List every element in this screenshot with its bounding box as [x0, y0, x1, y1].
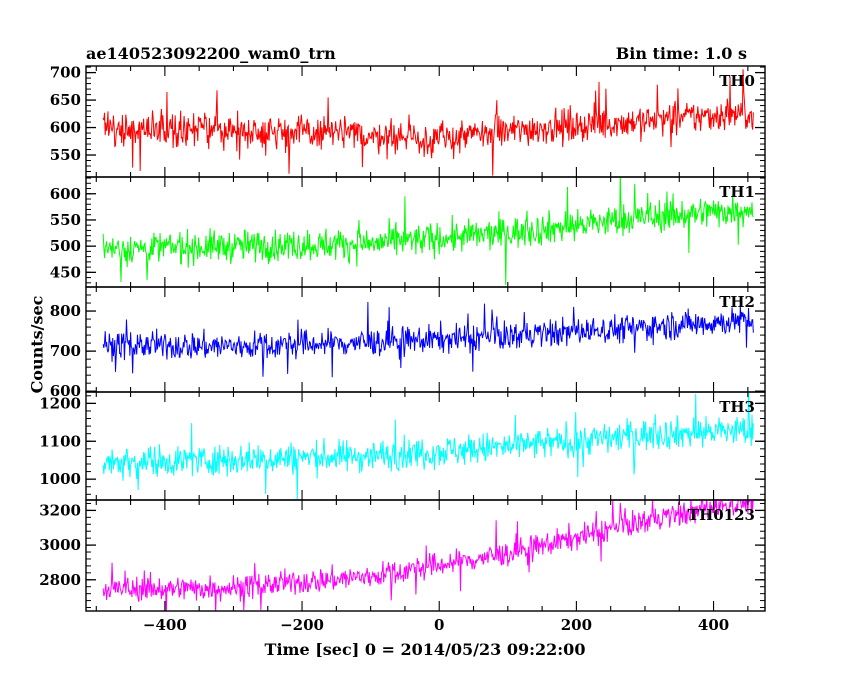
- y-tick-label-th0123: 3000: [39, 536, 81, 554]
- series-label-th0: TH0: [719, 72, 755, 90]
- y-tick-label-th0: 700: [50, 64, 81, 82]
- series-label-th1: TH1: [719, 183, 755, 201]
- y-tick-label-th1: 450: [50, 263, 81, 281]
- x-tick-label: 400: [698, 616, 729, 634]
- y-tick-label-th3: 1200: [39, 394, 81, 412]
- y-tick-label-th0123: 3200: [39, 501, 81, 519]
- series-trace-th0123: [102, 500, 754, 611]
- y-tick-label-th2: 600: [50, 382, 81, 400]
- x-tick-label: −200: [280, 616, 324, 634]
- series-label-th0123: TH0123: [688, 506, 755, 524]
- panel-frame-th0123: [85, 499, 766, 612]
- y-tick-label-th1: 600: [50, 185, 81, 203]
- y-tick-label-th0: 550: [50, 146, 81, 164]
- x-axis-title-text: Time [sec] 0 = 2014/05/23 09:22:00: [264, 640, 586, 659]
- chart-title-bin-time: Bin time: 1.0 s: [615, 44, 747, 63]
- y-tick-label-th3: 1100: [39, 432, 81, 450]
- x-axis-title: Time [sec] 0 = 2014/05/23 09:22:00: [0, 640, 850, 659]
- series-trace-th1: [102, 177, 754, 286]
- y-tick-label-th0: 600: [50, 119, 81, 137]
- series-label-th3: TH3: [719, 398, 755, 416]
- y-tick-label-th0123: 2800: [39, 571, 81, 589]
- series-trace-th3: [102, 392, 754, 500]
- series-trace-th2: [102, 302, 754, 378]
- panel-frame-th3: [85, 391, 766, 501]
- y-tick-label-th1: 500: [50, 237, 81, 255]
- x-tick-label: 0: [434, 616, 444, 634]
- y-tick-label-th2: 700: [50, 342, 81, 360]
- y-tick-label-th3: 1000: [39, 470, 81, 488]
- y-axis-title: Counts/sec: [27, 295, 47, 394]
- series-label-th2: TH2: [719, 293, 755, 311]
- x-tick-label: 200: [561, 616, 592, 634]
- x-tick-label: −400: [143, 616, 187, 634]
- chart-title-source: ae140523092200_wam0_trn: [86, 44, 336, 63]
- y-tick-label-th2: 800: [50, 302, 81, 320]
- y-tick-label-th1: 550: [50, 211, 81, 229]
- y-tick-label-th0: 650: [50, 91, 81, 109]
- series-trace-th0: [102, 69, 754, 176]
